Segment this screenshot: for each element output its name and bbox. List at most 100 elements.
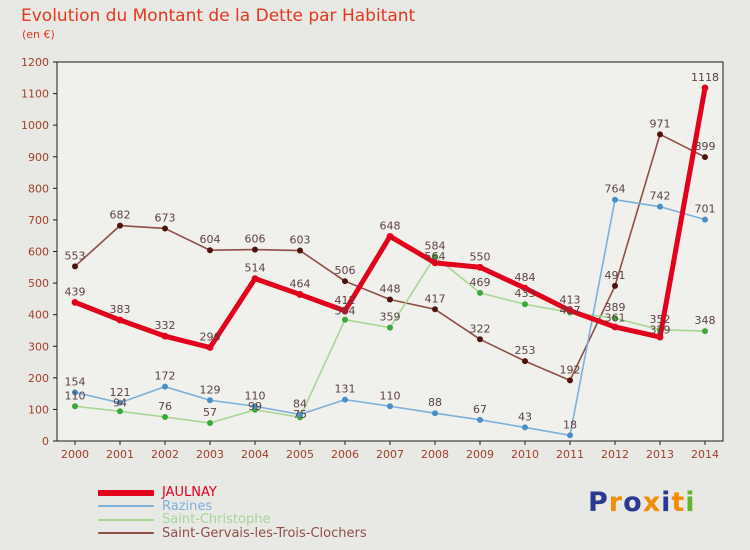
value-label: 154 bbox=[65, 375, 86, 388]
data-point-jaulnay bbox=[656, 333, 664, 341]
value-label: 322 bbox=[470, 322, 491, 335]
value-label: 439 bbox=[65, 285, 86, 298]
y-tick-label: 700 bbox=[28, 214, 49, 227]
value-label: 352 bbox=[650, 313, 671, 326]
value-label: 648 bbox=[380, 219, 401, 232]
data-point-razines bbox=[432, 410, 438, 417]
value-label: 67 bbox=[473, 403, 487, 416]
data-point-razines bbox=[297, 411, 303, 418]
logo-letter: t bbox=[671, 487, 686, 518]
y-tick-label: 600 bbox=[28, 246, 49, 259]
value-label: 110 bbox=[380, 389, 401, 402]
y-tick-label: 900 bbox=[28, 151, 49, 164]
y-tick-label: 1100 bbox=[21, 88, 49, 101]
data-point-saint-christophe bbox=[387, 324, 393, 331]
value-label: 701 bbox=[695, 203, 716, 216]
value-label: 506 bbox=[335, 264, 356, 277]
x-tick-label: 2003 bbox=[196, 448, 224, 461]
value-label: 94 bbox=[113, 396, 127, 409]
data-point-saint-gervais-les-trois-clochers bbox=[612, 282, 618, 289]
data-point-jaulnay bbox=[251, 275, 259, 283]
legend-label: Saint-Christophe bbox=[162, 512, 271, 528]
plot-area bbox=[56, 61, 724, 442]
data-point-saint-gervais-les-trois-clochers bbox=[657, 131, 663, 138]
value-label: 682 bbox=[110, 209, 131, 222]
legend-label: JAULNAY bbox=[162, 485, 217, 501]
legend-item-jaulnay: JAULNAY bbox=[98, 486, 367, 500]
value-label: 131 bbox=[335, 383, 356, 396]
value-label: 110 bbox=[245, 389, 266, 402]
data-point-saint-gervais-les-trois-clochers bbox=[207, 247, 213, 254]
value-label: 464 bbox=[290, 277, 311, 290]
page-subtitle: (en €) bbox=[22, 28, 55, 41]
data-point-saint-christophe bbox=[702, 328, 708, 335]
data-point-saint-gervais-les-trois-clochers bbox=[162, 225, 168, 232]
page-title: Evolution du Montant de la Dette par Hab… bbox=[21, 6, 416, 26]
logo-letter: o bbox=[623, 487, 643, 518]
legend-item-saint-gervais-les-trois-clochers: Saint-Gervais-les-Trois-Clochers bbox=[98, 527, 367, 541]
value-label: 383 bbox=[110, 303, 131, 316]
data-point-jaulnay bbox=[566, 307, 574, 314]
data-point-saint-gervais-les-trois-clochers bbox=[567, 377, 573, 384]
value-label: 361 bbox=[605, 312, 626, 325]
value-label: 584 bbox=[425, 240, 446, 253]
x-tick-label: 2014 bbox=[691, 448, 719, 461]
value-label: 433 bbox=[515, 287, 536, 300]
logo-letter: x bbox=[642, 487, 662, 518]
x-tick-label: 2008 bbox=[421, 448, 449, 461]
value-label: 110 bbox=[65, 389, 86, 402]
value-label: 673 bbox=[155, 211, 176, 224]
data-point-jaulnay bbox=[521, 284, 529, 292]
logo-letter: i bbox=[685, 487, 696, 518]
data-point-jaulnay bbox=[161, 332, 169, 340]
data-point-saint-gervais-les-trois-clochers bbox=[702, 154, 708, 161]
data-point-saint-christophe bbox=[72, 403, 78, 410]
value-label: 448 bbox=[380, 283, 401, 296]
value-label: 172 bbox=[155, 370, 176, 383]
data-point-razines bbox=[252, 403, 258, 410]
data-point-saint-gervais-les-trois-clochers bbox=[342, 278, 348, 285]
value-label: 389 bbox=[605, 301, 626, 314]
data-point-jaulnay bbox=[701, 84, 709, 92]
data-point-jaulnay bbox=[341, 307, 349, 315]
data-point-saint-gervais-les-trois-clochers bbox=[72, 263, 78, 270]
data-point-saint-christophe bbox=[162, 413, 168, 420]
x-tick-label: 2000 bbox=[61, 448, 89, 461]
data-point-saint-christophe bbox=[342, 316, 348, 323]
x-tick-label: 2006 bbox=[331, 448, 359, 461]
legend-item-razines: Razines bbox=[98, 500, 367, 514]
value-label: 75 bbox=[293, 408, 307, 421]
value-label: 491 bbox=[605, 269, 626, 282]
value-label: 121 bbox=[110, 386, 131, 399]
line-chart: 0 100 200 300 400 500 600 700 800 900 1000 1100 1200… bbox=[21, 56, 724, 461]
logo-letter: i bbox=[661, 487, 672, 518]
data-point-saint-christophe bbox=[522, 301, 528, 308]
value-label: 899 bbox=[695, 140, 716, 153]
value-label: 192 bbox=[560, 363, 581, 376]
data-point-saint-christophe bbox=[117, 408, 123, 415]
value-label: 332 bbox=[155, 319, 176, 332]
chart-legend: JAULNAY Razines Saint-Christophe Saint-Gerv… bbox=[98, 486, 367, 540]
data-point-saint-gervais-les-trois-clochers bbox=[117, 222, 123, 229]
y-tick-label: 400 bbox=[28, 309, 49, 322]
data-point-razines bbox=[117, 399, 123, 406]
value-label: 384 bbox=[335, 304, 356, 317]
y-tick-label: 0 bbox=[42, 435, 49, 448]
legend-label: Saint-Gervais-les-Trois-Clochers bbox=[162, 525, 367, 541]
x-tick-label: 2007 bbox=[376, 448, 404, 461]
x-tick-label: 2012 bbox=[601, 448, 629, 461]
value-label: 84 bbox=[293, 397, 307, 410]
proxiti-logo: Proxiti bbox=[588, 487, 696, 518]
value-label: 417 bbox=[425, 292, 446, 305]
x-tick-label: 2004 bbox=[241, 448, 269, 461]
x-tick-label: 2010 bbox=[511, 448, 539, 461]
legend-label: Razines bbox=[162, 498, 213, 514]
value-label: 604 bbox=[200, 233, 221, 246]
legend-swatch-razines bbox=[98, 505, 154, 508]
value-label: 764 bbox=[605, 183, 626, 196]
data-point-jaulnay bbox=[476, 263, 484, 271]
data-point-saint-christophe bbox=[432, 253, 438, 260]
value-label: 76 bbox=[158, 400, 172, 413]
legend-item-saint-christophe: Saint-Christophe bbox=[98, 513, 367, 527]
value-label: 99 bbox=[248, 400, 262, 413]
